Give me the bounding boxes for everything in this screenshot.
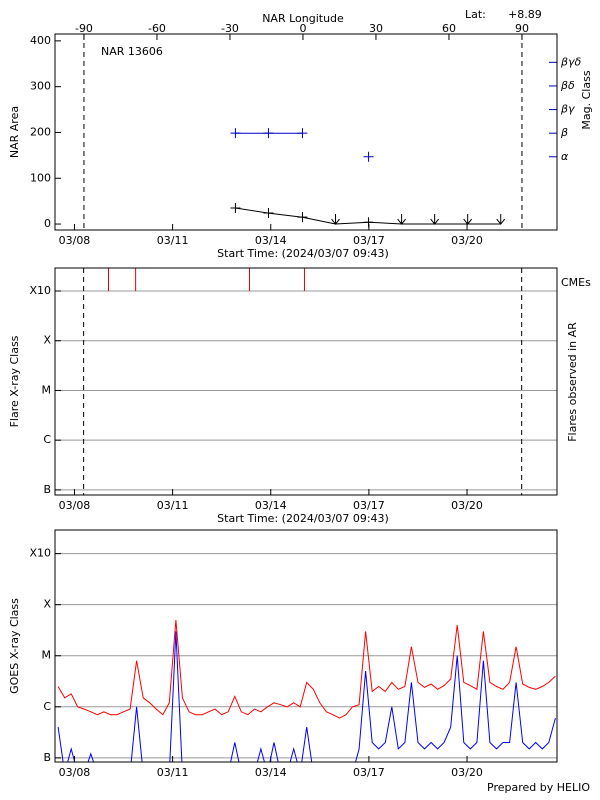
x2-tick-label: 0 bbox=[299, 22, 306, 35]
y-axis-label: NAR Area bbox=[8, 106, 21, 158]
y-axis-label: GOES X-ray Class bbox=[8, 598, 21, 694]
x-tick-label: 03/14 bbox=[255, 234, 287, 247]
lat-value: +8.89 bbox=[508, 8, 542, 21]
x-axis-label: Start Time: (2024/03/07 09:43) bbox=[217, 512, 389, 525]
x2-axis-label: NAR Longitude bbox=[262, 12, 344, 25]
y2-tick-label: βδ bbox=[560, 79, 575, 92]
x2-tick-label: 90 bbox=[515, 22, 529, 35]
point-marker bbox=[297, 128, 308, 139]
x2-tick-label: 60 bbox=[442, 22, 456, 35]
x-tick-label: 03/08 bbox=[59, 499, 91, 512]
y-tick-label: X bbox=[43, 598, 51, 611]
x-tick-label: 03/14 bbox=[255, 766, 287, 779]
x-tick-label: 03/14 bbox=[255, 499, 287, 512]
y-tick-label: B bbox=[43, 483, 51, 496]
point-marker bbox=[496, 214, 506, 225]
y-tick-label: 0 bbox=[44, 217, 51, 230]
y-tick-label: M bbox=[42, 649, 52, 662]
x-axis-label: Start Time: (2024/03/07 09:43) bbox=[217, 247, 389, 260]
x-tick-label: 03/11 bbox=[157, 499, 189, 512]
point-marker bbox=[230, 128, 241, 139]
x-tick-label: 03/17 bbox=[353, 766, 385, 779]
point-marker bbox=[430, 214, 440, 225]
plot-frame bbox=[54, 267, 558, 496]
x-tick-label: 03/11 bbox=[157, 766, 189, 779]
y-tick-label: X bbox=[43, 334, 51, 347]
series-line bbox=[57, 619, 556, 719]
point-marker bbox=[230, 203, 241, 214]
point-marker bbox=[297, 212, 308, 223]
y-tick-label: 200 bbox=[30, 125, 51, 138]
point-marker bbox=[363, 151, 374, 162]
y-tick-label: C bbox=[43, 433, 51, 446]
x-tick-label: 03/08 bbox=[59, 234, 91, 247]
y2-tick-label: βγ bbox=[560, 103, 575, 116]
lat-label: Lat: bbox=[465, 8, 486, 21]
x2-tick-label: -30 bbox=[221, 22, 239, 35]
right-label: Flares observed in AR bbox=[566, 322, 579, 442]
plot-frame bbox=[54, 33, 558, 231]
y2-axis-label: Mag. Class bbox=[580, 70, 593, 129]
y2-tick-label: α bbox=[561, 150, 569, 163]
x-tick-label: 03/20 bbox=[451, 499, 483, 512]
footer: Prepared by HELIO bbox=[487, 781, 590, 794]
point-marker bbox=[263, 128, 274, 139]
x2-tick-label: -90 bbox=[75, 22, 93, 35]
point-marker bbox=[397, 214, 406, 225]
x2-tick-label: -60 bbox=[148, 22, 166, 35]
y-tick-label: 400 bbox=[30, 34, 51, 47]
y-tick-label: B bbox=[43, 751, 51, 764]
plot-frame bbox=[54, 529, 558, 763]
x-tick-label: 03/11 bbox=[157, 234, 189, 247]
y-tick-label: 100 bbox=[30, 171, 51, 184]
point-marker bbox=[363, 217, 374, 228]
y2-tick-label: βγδ bbox=[560, 55, 582, 68]
y-tick-label: X10 bbox=[29, 284, 51, 297]
region-title: NAR 13606 bbox=[101, 45, 163, 58]
point-marker bbox=[463, 214, 473, 225]
y-tick-label: X10 bbox=[29, 547, 51, 560]
y-tick-label: 300 bbox=[30, 80, 51, 93]
x-tick-label: 03/20 bbox=[451, 234, 483, 247]
y-tick-label: M bbox=[42, 383, 52, 396]
x2-tick-label: 30 bbox=[369, 22, 383, 35]
y-axis-label: Flare X-ray Class bbox=[8, 335, 21, 427]
point-marker bbox=[331, 214, 340, 225]
x-tick-label: 03/17 bbox=[353, 499, 385, 512]
series-line bbox=[57, 631, 556, 762]
x-tick-label: 03/17 bbox=[353, 234, 385, 247]
x-tick-label: 03/20 bbox=[451, 766, 483, 779]
x-tick-label: 03/08 bbox=[59, 766, 91, 779]
y-tick-label: C bbox=[43, 700, 51, 713]
point-marker bbox=[263, 208, 274, 219]
y2-tick-label: β bbox=[560, 126, 568, 139]
cme-legend: CMEs bbox=[561, 276, 591, 289]
